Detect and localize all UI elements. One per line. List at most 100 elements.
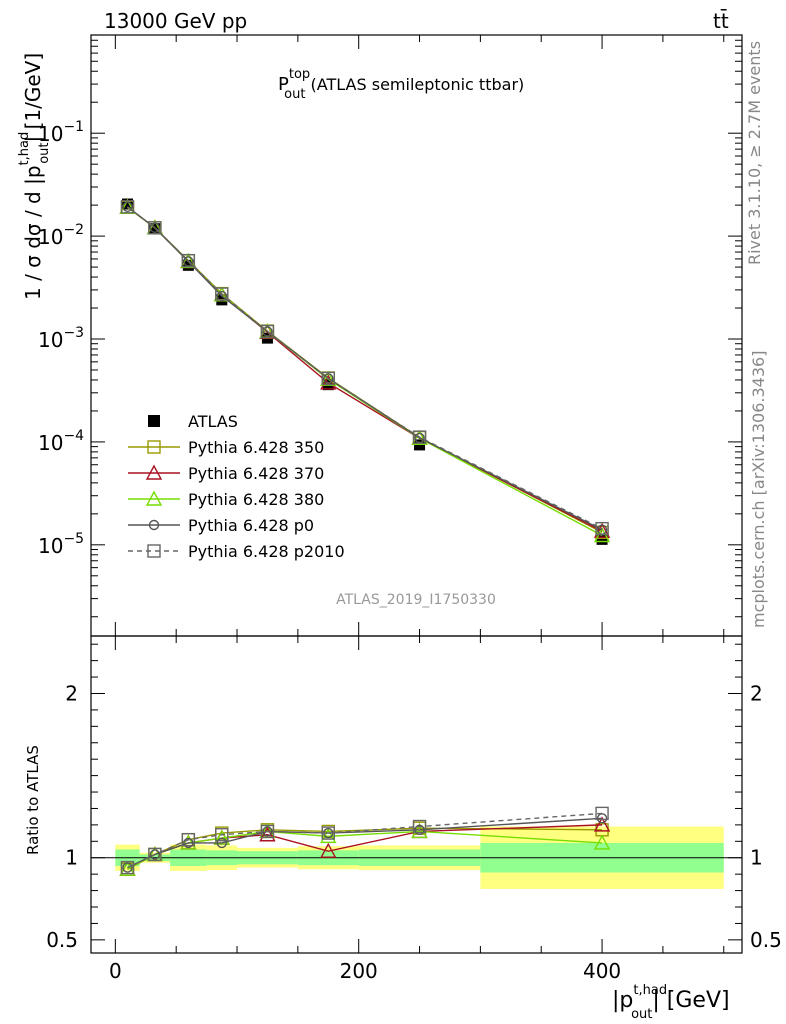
main-point-3	[262, 326, 273, 337]
ylabel-sub: out	[37, 142, 52, 163]
main-point-4	[260, 324, 275, 339]
rivet-label: Rivet 3.1.10, ≥ 2.7M events	[745, 41, 764, 265]
ratio-tick-label-right: 0.5	[750, 928, 782, 952]
legend: ATLAS Pythia 6.428 350 Pythia 6.428 370 Pyt…	[128, 412, 345, 561]
main-point-3	[149, 222, 161, 234]
legend-label-atlas: ATLAS	[188, 412, 238, 431]
title-rest: (ATLAS semileptonic ttbar)	[305, 75, 524, 94]
y-tick-exp: −2	[63, 222, 84, 238]
ratio-point-2	[213, 829, 230, 845]
ratio-point-1	[593, 816, 611, 832]
ratio-point-4	[595, 806, 609, 821]
ratio-point-3	[122, 862, 133, 873]
x-tick-label: 200	[340, 959, 378, 983]
svg-text:mcplots.cern.ch [arXiv:1306.34: mcplots.cern.ch [arXiv:1306.3436]	[749, 351, 768, 628]
mcplots-label: mcplots.cern.ch [arXiv:1306.3436]	[749, 351, 768, 628]
y-tick-exp: −5	[63, 531, 84, 547]
y-tick-label: 10−3	[38, 325, 84, 352]
legend-label-1: Pythia 6.428 370	[188, 464, 324, 483]
ratio-point-4	[412, 819, 427, 834]
y-tick-base: 10	[38, 225, 63, 249]
legend-label-3: Pythia 6.428 p0	[188, 516, 314, 535]
ratio-point-2	[593, 834, 611, 850]
ratio-point-4	[215, 828, 229, 842]
ratio-point-4	[120, 860, 135, 875]
xlabel-prefix: |p	[612, 988, 633, 1013]
title-sup: top	[289, 67, 310, 82]
legend-label-4: Pythia 6.428 p2010	[188, 542, 345, 561]
ratio-tick-label-right: 1	[750, 846, 763, 870]
ratio-point-4	[321, 826, 335, 840]
main-point-1	[320, 374, 337, 390]
legend-marker-atlas	[148, 415, 160, 427]
ratio-point-1	[320, 842, 337, 858]
ratio-point-4	[148, 847, 162, 862]
legend-label-2: Pythia 6.428 380	[188, 490, 324, 509]
process-label: tt̄	[713, 8, 729, 33]
x-tick-label: 0	[109, 959, 122, 983]
ratio-tick-label: 1	[65, 846, 78, 870]
main-point-4	[595, 521, 609, 536]
svg-text:Ratio to ATLAS: Ratio to ATLAS	[24, 745, 42, 855]
ylabel-suffix: | [1/GeV]	[21, 53, 45, 143]
y-tick-base: 10	[38, 328, 63, 352]
legend-marker-1	[145, 464, 163, 480]
y-tick-base: 10	[38, 122, 63, 146]
legend-marker-4	[147, 544, 161, 558]
main-line-2	[127, 206, 603, 537]
x-tick-label: 400	[583, 959, 621, 983]
legend-marker-2	[145, 490, 163, 506]
svg-text:Rivet 3.1.10, ≥ 2.7M events: Rivet 3.1.10, ≥ 2.7M events	[745, 41, 764, 265]
legend-marker-3	[148, 519, 160, 531]
main-line-0	[127, 206, 603, 533]
ratio-axis-label: Ratio to ATLAS	[24, 745, 42, 855]
analysis-tag: ATLAS_2019_I1750330	[336, 592, 496, 608]
y-tick-exp: −4	[63, 428, 84, 444]
y-axis-label: 1 / σ dσ / d |pt,had out| [1/GeV]	[17, 53, 52, 300]
energy-label: 13000 GeV pp	[104, 9, 247, 33]
ylabel-prefix: 1 / σ dσ / d |p	[21, 165, 45, 300]
main-point-3	[122, 201, 133, 212]
ratio-point-3	[216, 837, 228, 849]
ratio-point-3	[149, 849, 161, 860]
title-sub: out	[284, 87, 305, 102]
y-tick-label: 10−5	[38, 531, 84, 558]
ratio-point-3	[183, 837, 194, 849]
ratio-panel-frame: 0 200 400 2 2 1 1 0.5 0.5	[46, 35, 782, 983]
main-point-4	[412, 430, 427, 444]
ylabel-sup: t,had	[17, 132, 32, 166]
ratio-point-2	[119, 860, 136, 876]
xlabel-sup: t,had	[633, 983, 667, 998]
title-main: P	[278, 74, 289, 95]
main-line-4	[127, 206, 603, 530]
main-point-4	[120, 200, 135, 214]
atlas-data-point	[122, 198, 134, 210]
ratio-tick-label-right: 2	[750, 681, 763, 705]
main-point-4	[148, 221, 162, 235]
ratio-frame-border	[90, 635, 743, 954]
legend-label-0: Pythia 6.428 350	[188, 438, 324, 457]
y-tick-base: 10	[38, 431, 63, 455]
main-panel-series	[119, 198, 611, 545]
legend-marker-0	[147, 440, 161, 454]
main-point-3	[323, 373, 334, 384]
ratio-point-4	[181, 832, 196, 847]
ratio-point-4	[260, 824, 275, 839]
ratio-tick-label: 0.5	[46, 928, 78, 952]
main-point-4	[181, 253, 196, 268]
main-point-2	[411, 429, 428, 445]
main-panel-frame: 10−110−210−310−410−5	[38, 34, 743, 953]
main-point-3	[414, 432, 425, 444]
ratio-point-3	[414, 824, 425, 836]
y-tick-exp: −3	[63, 325, 84, 341]
ratio-point-2	[411, 822, 428, 839]
ratio-point-3	[262, 826, 273, 837]
main-point-1	[593, 522, 611, 538]
xlabel-suffix: | [GeV]	[652, 988, 729, 1013]
y-tick-base: 10	[38, 534, 63, 558]
ratio-panel-series	[119, 806, 611, 876]
atlas-data-point	[596, 533, 608, 545]
main-point-2	[180, 252, 197, 269]
